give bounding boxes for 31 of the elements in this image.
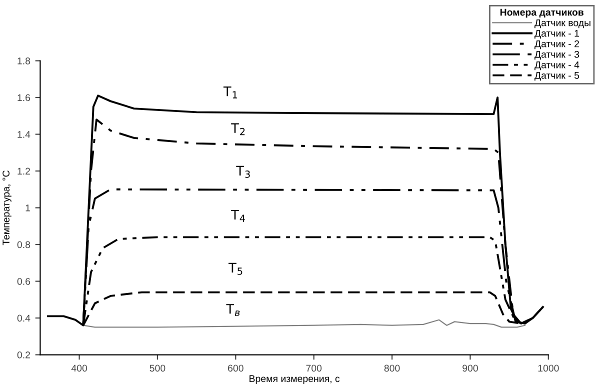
legend-title: Номера датчиков	[500, 8, 584, 18]
y-tick-label: 1.4	[18, 131, 30, 138]
legend-label: Датчик - 5	[534, 72, 580, 81]
y-tick-label: 0.8	[17, 241, 30, 248]
legend-label: Датчик - 2	[534, 40, 579, 50]
y-tick-label: 1.8	[18, 57, 30, 64]
y-tick-label: 1.2	[18, 168, 30, 175]
y-tick-label: 0.2	[17, 351, 30, 358]
y-tick-label: 1	[26, 204, 30, 212]
legend-label: Датчик - 1	[534, 30, 579, 39]
x-tick-label: 600	[228, 364, 244, 372]
y-axis-title: Температура, °C	[2, 170, 12, 246]
legend-label: Датчик - 4	[534, 62, 580, 70]
legend-label: Датчик воды	[534, 19, 590, 28]
annotation: T$_{5}$	[228, 262, 242, 275]
x-tick-label: 700	[306, 364, 322, 372]
legend-label: Датчик - 3	[534, 50, 580, 60]
annotation: T$_{в}$	[226, 304, 240, 316]
y-tick-label: 0.6	[17, 278, 30, 285]
y-tick-label: 1.6	[18, 94, 30, 102]
y-tick-label: 0.4	[17, 314, 30, 322]
x-tick-label: 900	[462, 364, 478, 372]
x-tick-label: 800	[384, 364, 400, 372]
annotation: T$_{2}$	[231, 123, 245, 136]
x-tick-label: 500	[150, 364, 166, 372]
x-tick-label: 400	[71, 364, 88, 372]
x-tick-label: 1000	[538, 364, 559, 372]
x-axis-title: Время измерения, с	[250, 375, 340, 384]
annotation: T$_{1}$	[223, 86, 238, 98]
annotation: T$_{4}$	[231, 210, 246, 222]
annotation: T$_{3}$	[236, 166, 250, 178]
